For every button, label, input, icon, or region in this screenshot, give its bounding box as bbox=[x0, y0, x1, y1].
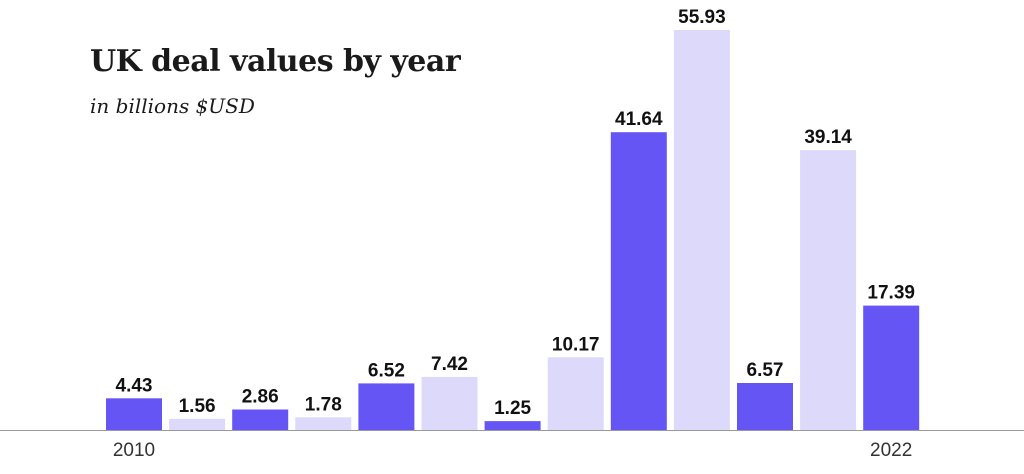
bar-2020 bbox=[737, 383, 793, 430]
bar-2018 bbox=[610, 132, 667, 430]
x-tick-label-2022: 2022 bbox=[870, 440, 912, 461]
x-tick-labels-group: 2010 2022 bbox=[113, 440, 912, 461]
bars-group bbox=[106, 30, 920, 430]
value-label-2016: 1.25 bbox=[494, 398, 531, 419]
value-label-2020: 6.57 bbox=[747, 360, 784, 381]
value-label-2013: 1.78 bbox=[305, 394, 342, 415]
bar-2017 bbox=[547, 357, 604, 430]
x-tick-label-2010: 2010 bbox=[113, 440, 155, 461]
bar-2022 bbox=[863, 305, 920, 430]
value-label-2015: 7.42 bbox=[431, 354, 468, 375]
bar-2013 bbox=[295, 417, 352, 430]
value-label-2010: 4.43 bbox=[116, 375, 153, 396]
bar-2010 bbox=[106, 398, 162, 430]
value-label-2022: 17.39 bbox=[867, 283, 915, 304]
value-label-2011: 1.56 bbox=[179, 396, 216, 417]
bar-2021 bbox=[800, 150, 857, 430]
chart-subtitle: in billions $USD bbox=[90, 94, 255, 118]
value-label-2019: 55.93 bbox=[678, 7, 726, 28]
bar-2019 bbox=[673, 30, 730, 430]
value-label-2017: 10.17 bbox=[552, 334, 600, 355]
bar-2012 bbox=[232, 409, 289, 430]
value-label-2014: 6.52 bbox=[368, 360, 405, 381]
value-label-2021: 39.14 bbox=[804, 127, 852, 148]
chart-title: UK deal values by year bbox=[90, 44, 461, 79]
value-labels-group: 4.43 1.56 2.86 1.78 6.52 7.42 1.25 10.17 41.64 55… bbox=[116, 7, 915, 419]
bar-2011 bbox=[169, 418, 226, 430]
bar-2015 bbox=[421, 376, 478, 430]
value-label-2012: 2.86 bbox=[242, 387, 279, 408]
bar-2016 bbox=[484, 421, 541, 430]
value-label-2018: 41.64 bbox=[615, 109, 663, 130]
bar-2014 bbox=[358, 383, 415, 430]
